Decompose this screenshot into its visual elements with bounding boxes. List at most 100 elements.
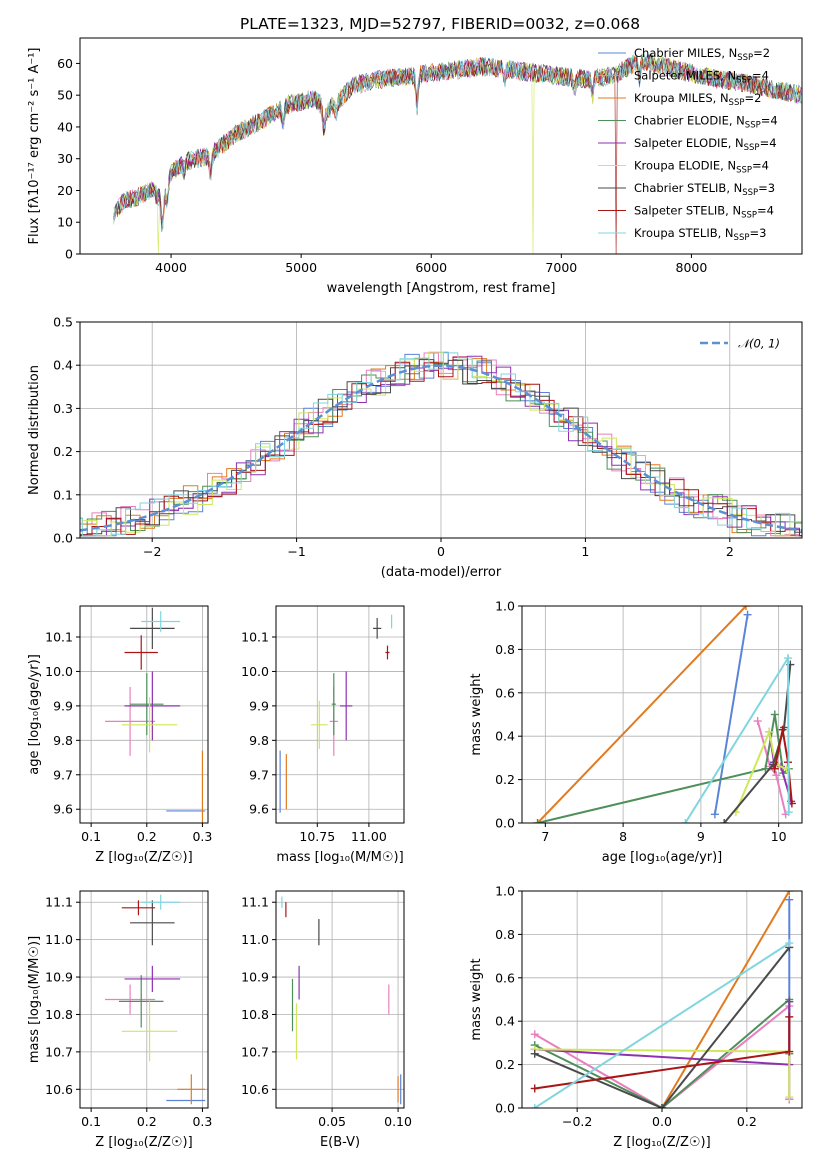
y-tick-label: 0.8 [495, 927, 515, 942]
kroupa_miles-weight-line [536, 606, 747, 823]
salpeter_stelib-marker [778, 725, 787, 734]
chabrier_miles-marker [743, 610, 752, 619]
chabrier_stelib-errorbar-point [130, 900, 175, 946]
y-tick-label: 10.8 [45, 1007, 73, 1022]
y-tick-label: 1.0 [495, 599, 515, 614]
normal-curve [80, 364, 802, 532]
legend-subscript: SSP [741, 211, 757, 221]
x-tick-label: −0.2 [562, 1114, 592, 1129]
salpeter_stelib-marker [785, 1047, 794, 1056]
chabrier_elodie-marker [770, 710, 779, 719]
age-vs-mass-gridlines [276, 606, 404, 823]
y-tick-label: 50 [57, 88, 73, 103]
age-vs-Z-axes: 0.1 0.2 0.3 9.6 9.7 9.8 9.9 10.0 10.1 Z [log₁₀(Z/… [27, 605, 212, 865]
mass-vs-ebv-gridlines [276, 891, 404, 1108]
legend-entry: Kroupa ELODIE, NSSP=4 [634, 159, 769, 176]
y-axis-label: Normed distribution [27, 365, 42, 495]
kroupa_elodie-weight-line [734, 728, 787, 813]
chabrier_stelib-marker [720, 819, 729, 823]
salpeter_miles-marker [753, 717, 762, 726]
x-tick-label: 0.05 [318, 1114, 346, 1129]
legend-model: Chabrier ELODIE, N [634, 114, 745, 128]
massweight-vs-Z-gridlines [522, 890, 802, 1109]
chabrier_elodie-errorbar-point [130, 673, 164, 736]
y-tick-label: 10.7 [241, 1044, 269, 1059]
x-tick-label: 1 [581, 544, 589, 559]
y-tick-label: 0.2 [495, 1057, 515, 1072]
legend-entry: Chabrier ELODIE, NSSP=4 [634, 114, 778, 131]
chabrier_elodie-weight-line [537, 714, 790, 823]
legend-entry: Salpeter STELIB, NSSP=4 [634, 204, 774, 221]
spectrum-legend: Chabrier MILES, NSSP=2 Salpeter MILES, NS… [598, 46, 778, 243]
legend-entry: Salpeter ELODIE, NSSP=4 [634, 136, 777, 153]
legend-entry: Chabrier MILES, NSSP=2 [634, 46, 770, 63]
y-tick-label: 11.0 [45, 932, 73, 947]
legend-subscript: SSP [734, 233, 750, 243]
salpeter_stelib-errorbar-point [385, 645, 390, 660]
x-tick-label: 0 [437, 544, 445, 559]
mass-vs-Z-frame-group: 0.1 0.2 0.3 10.6 10.7 10.8 10.9 11.0 11.1 Z [log₁… [27, 890, 212, 1150]
kroupa_elodie-errorbar-point [121, 1001, 178, 1062]
legend-model: Kroupa STELIB, N [634, 226, 734, 240]
age-vs-mass-plot-area [279, 614, 393, 813]
x-axis-label: Z [log₁₀(Z/Z☉)] [95, 850, 192, 865]
y-tick-label: 10.9 [45, 970, 73, 985]
legend-subscript: SSP [744, 143, 760, 153]
x-tick-label: 0.3 [192, 1114, 212, 1129]
chart-layer: 4000 5000 6000 7000 80000102030405060wavelen… [27, 37, 803, 1150]
salpeter_miles-marker [530, 1030, 539, 1039]
x-tick-label: 11.00 [351, 829, 387, 844]
x-tick-label: 0.1 [81, 1114, 101, 1129]
salpeter_miles-errorbar-point [105, 686, 156, 756]
y-axis-label: mass [log₁₀(M/M☉)] [27, 936, 42, 1063]
x-tick-label: 4000 [155, 260, 187, 275]
kroupa_elodie-errorbar-point [311, 700, 328, 749]
mass-vs-ebv-plot-area [281, 896, 402, 1105]
x-tick-label: 8000 [676, 260, 708, 275]
chabrier_miles-weight-line [713, 614, 749, 815]
massweight-vs-age-frame-group: 7 8 9 10 0.0 0.2 0.4 0.6 0.8 1.0 age [log₁₀(age/yr… [469, 599, 803, 865]
legend-entry: Salpeter MILES, NSSP=4 [634, 69, 769, 86]
legend-model: Salpeter STELIB, N [634, 204, 741, 218]
spectrum-axes: 4000 5000 6000 7000 8000 0 10 20 30 40 50 60 wavelen… [27, 37, 803, 296]
x-tick-label: 6000 [415, 260, 447, 275]
y-tick-label: 0.4 [495, 1014, 515, 1029]
chabrier_stelib-histogram [80, 359, 802, 537]
x-tick-label: 5000 [285, 260, 317, 275]
age-vs-mass-frame [275, 605, 405, 824]
legend-subscript: SSP [729, 98, 745, 108]
y-tick-label: 9.9 [53, 698, 73, 713]
salpeter_stelib-marker [785, 1012, 794, 1021]
x-axis-label: E(B-V) [320, 1135, 360, 1150]
mass-vs-Z-plot-area [105, 894, 206, 1105]
chabrier_stelib-marker [530, 1049, 539, 1058]
chabrier_stelib-marker [658, 1104, 666, 1108]
y-tick-label: 9.6 [249, 802, 269, 817]
kroupa_elodie-spectrum-line [113, 54, 802, 254]
age-vs-Z-frame [79, 605, 209, 824]
legend-count: =4 [752, 159, 769, 173]
x-tick-label: 7000 [545, 260, 577, 275]
y-tick-label: 10.1 [241, 630, 269, 645]
x-axis-label: (data-model)/error [381, 565, 502, 580]
y-tick-label: 9.6 [53, 802, 73, 817]
mass-vs-ebv-axes: 0.05 0.10 10.6 10.7 10.8 10.9 11.0 11.1 E(B-V) [241, 890, 412, 1150]
salpeter_elodie-errorbar-point [124, 965, 181, 993]
y-tick-label: 0.0 [495, 816, 515, 831]
y-tick-label: 10.6 [45, 1082, 73, 1097]
y-tick-label: 0.4 [53, 358, 73, 373]
kroupa_miles-errorbar-point [177, 1074, 206, 1105]
age-vs-Z-gridlines [80, 606, 208, 823]
y-tick-label: 11.1 [45, 895, 73, 910]
salpeter_stelib-weight-line [773, 729, 793, 804]
kroupa_stelib-histogram [80, 352, 802, 537]
x-tick-label: 0.10 [384, 1114, 412, 1129]
x-tick-label: 10 [771, 829, 787, 844]
chabrier_stelib-weight-line [534, 946, 791, 1108]
x-tick-label: 7 [541, 829, 549, 844]
y-axis-label: mass weight [469, 673, 484, 755]
massweight-vs-age-plot-area [533, 606, 796, 823]
figure-title: PLATE=1323, MJD=52797, FIBERID=0032, z=0… [240, 15, 640, 33]
residual-histogram-frame-group: −2 −1 0 1 2 0.0 0.1 0.2 0.3 0.4 0.5 (data-model)/er… [27, 315, 803, 580]
